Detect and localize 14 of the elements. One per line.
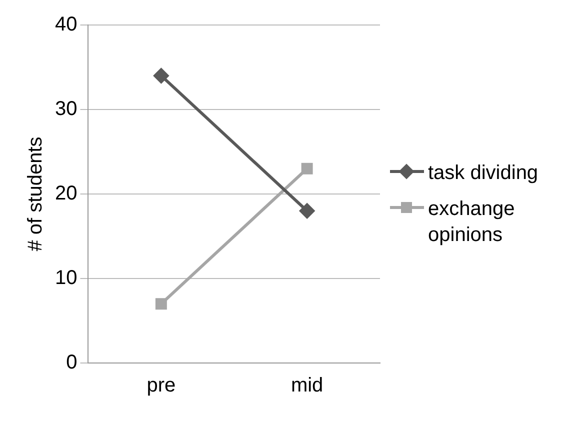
- y-tick-label: 30: [54, 98, 78, 120]
- y-tick-label: 0: [66, 352, 78, 374]
- point: [300, 203, 315, 218]
- y-tick-label: 40: [54, 14, 78, 36]
- y-tick-label: 10: [54, 267, 78, 290]
- x-tick-label: pre: [146, 374, 176, 397]
- y-tick-label: 20: [54, 182, 78, 205]
- point: [154, 68, 169, 84]
- y-axis-title: # of students: [24, 136, 47, 252]
- point: [155, 298, 167, 310]
- point: [301, 162, 313, 174]
- x-tick-label: mid: [290, 374, 324, 397]
- legend-label: exchange opinions: [428, 197, 516, 248]
- legend-label: task dividing: [428, 161, 538, 186]
